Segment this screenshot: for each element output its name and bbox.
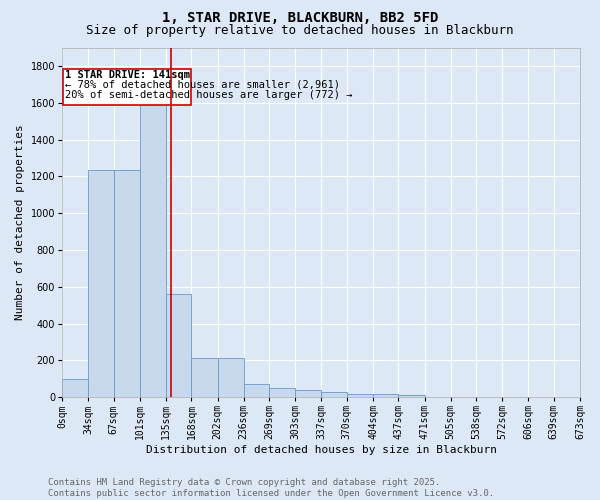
Bar [398,396,425,397]
X-axis label: Distribution of detached houses by size in Blackburn: Distribution of detached houses by size … [146,445,497,455]
Bar [113,170,140,397]
Text: Contains HM Land Registry data © Crown copyright and database right 2025.
Contai: Contains HM Land Registry data © Crown c… [48,478,494,498]
Bar [218,358,244,397]
Bar [62,380,88,397]
Text: 20% of semi-detached houses are larger (772) →: 20% of semi-detached houses are larger (… [65,90,353,101]
Bar [295,390,322,397]
Text: 1 STAR DRIVE: 141sqm: 1 STAR DRIVE: 141sqm [65,70,190,80]
Y-axis label: Number of detached properties: Number of detached properties [15,124,25,320]
Bar [63,68,191,104]
Text: ← 78% of detached houses are smaller (2,961): ← 78% of detached houses are smaller (2,… [65,80,340,90]
Text: 1, STAR DRIVE, BLACKBURN, BB2 5FD: 1, STAR DRIVE, BLACKBURN, BB2 5FD [162,11,438,25]
Bar [347,394,373,397]
Bar [140,94,166,397]
Bar [269,388,295,397]
Bar [373,394,398,397]
Bar [191,358,218,397]
Bar [166,294,191,397]
Text: Size of property relative to detached houses in Blackburn: Size of property relative to detached ho… [86,24,514,37]
Bar [244,384,269,397]
Bar [88,170,113,397]
Bar [322,392,347,397]
